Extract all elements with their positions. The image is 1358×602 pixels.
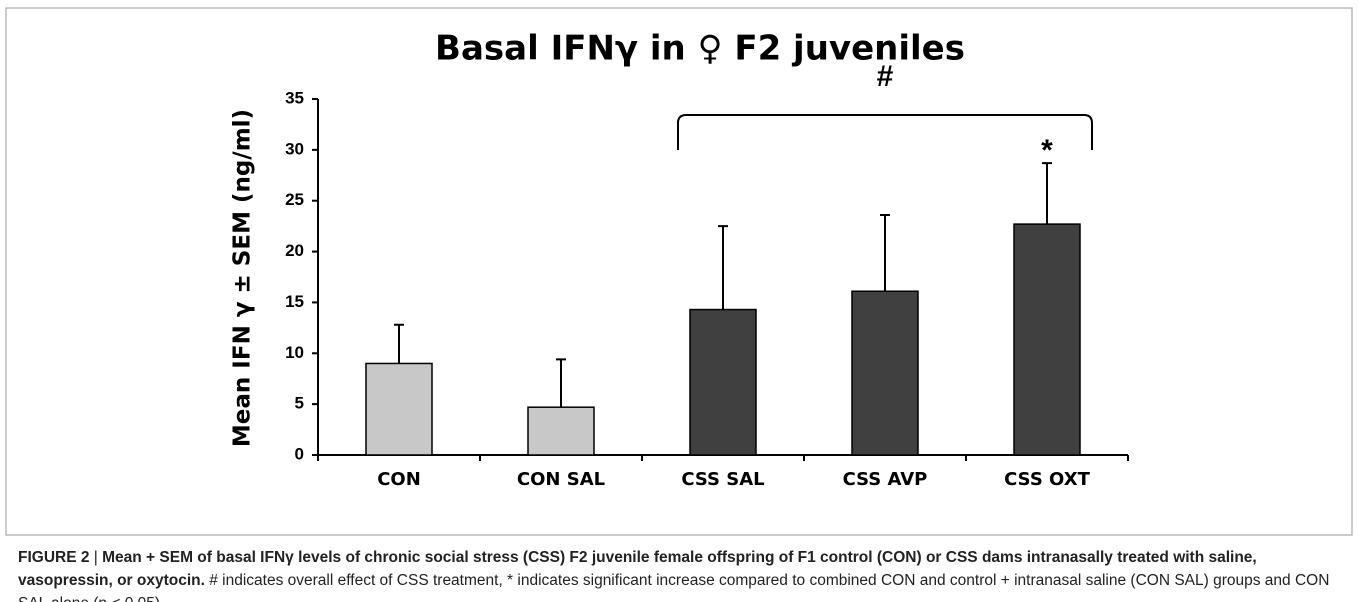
y-tick-label: 0 xyxy=(295,444,304,463)
bar xyxy=(851,290,919,456)
y-axis-label: Mean IFN γ ± SEM (ng/ml) xyxy=(230,109,256,447)
x-tick-label: CSS AVP xyxy=(843,469,928,490)
annotation: * xyxy=(1041,134,1053,167)
caption-body: # indicates overall effect of CSS treatm… xyxy=(18,572,1330,602)
caption-title: Mean + SEM of basal IFNγ levels of chron… xyxy=(18,549,1257,589)
bracket xyxy=(677,114,1093,150)
caption: FIGURE 2 | Mean + SEM of basal IFNγ leve… xyxy=(18,546,1340,602)
y-tick-label: 10 xyxy=(285,343,304,362)
y-tick-label: 25 xyxy=(285,190,304,209)
chart: Basal IFNγ in ♀ F2 juveniles Mean IFN γ … xyxy=(5,7,1353,536)
annotation: # xyxy=(877,60,894,93)
bar xyxy=(1013,223,1081,456)
x-tick-label: CON xyxy=(377,469,421,490)
y-tick-label: 20 xyxy=(285,241,304,260)
bar xyxy=(527,406,595,456)
frame xyxy=(5,7,1353,536)
chart-title: Basal IFNγ in ♀ F2 juveniles xyxy=(435,29,965,69)
caption-label: FIGURE 2 xyxy=(18,549,90,566)
error-bar xyxy=(394,323,404,364)
error-bar xyxy=(556,358,566,408)
bar xyxy=(689,308,757,456)
y-tick-label: 35 xyxy=(285,88,304,107)
y-tick-label: 15 xyxy=(285,292,304,311)
x-tick-label: CSS OXT xyxy=(1004,469,1090,490)
x-tick-label: CSS SAL xyxy=(681,469,764,490)
y-tick-label: 5 xyxy=(295,394,304,413)
error-bar xyxy=(1042,162,1052,225)
error-bar xyxy=(880,213,890,292)
x-tick-label: CON SAL xyxy=(517,469,605,490)
bar xyxy=(365,362,433,456)
error-bar xyxy=(718,225,728,310)
y-tick-label: 30 xyxy=(285,139,304,158)
